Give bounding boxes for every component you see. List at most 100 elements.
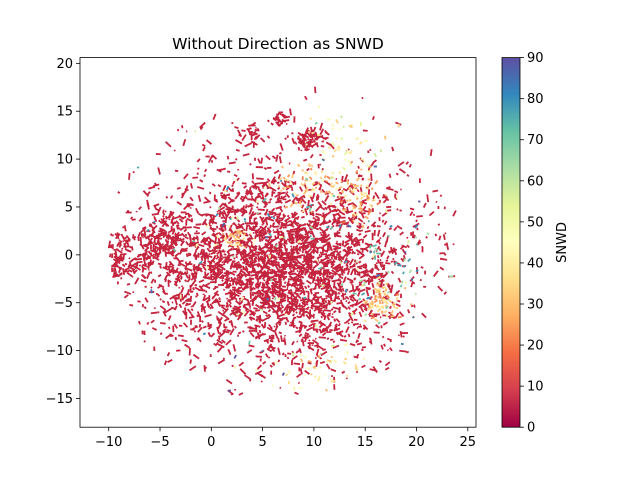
- data-point: [243, 246, 247, 249]
- data-point: [279, 143, 284, 151]
- data-point: [270, 176, 276, 183]
- data-point: [320, 190, 323, 194]
- data-point: [297, 381, 301, 385]
- data-point: [289, 252, 293, 256]
- data-point: [144, 297, 149, 303]
- data-point: [280, 189, 283, 192]
- data-point: [229, 289, 235, 296]
- data-point: [251, 242, 255, 246]
- data-point: [279, 386, 282, 389]
- data-point: [362, 129, 368, 132]
- data-point: [197, 194, 202, 203]
- data-point: [153, 215, 158, 223]
- data-point: [244, 142, 252, 148]
- data-point: [391, 249, 396, 254]
- data-point: [223, 325, 228, 329]
- data-point: [324, 300, 328, 304]
- data-point: [302, 257, 308, 264]
- data-point: [360, 348, 364, 352]
- data-point: [165, 195, 169, 199]
- data-point: [202, 298, 206, 301]
- data-point: [318, 187, 321, 190]
- data-point: [112, 274, 121, 279]
- data-point: [345, 222, 348, 226]
- data-point: [249, 246, 252, 254]
- data-point: [336, 217, 340, 222]
- data-point: [269, 245, 275, 251]
- data-point: [221, 261, 224, 264]
- data-point: [261, 200, 268, 206]
- data-point: [386, 349, 389, 352]
- data-point: [205, 298, 211, 303]
- data-point: [443, 206, 446, 210]
- data-point: [319, 227, 327, 234]
- data-point: [250, 273, 258, 277]
- data-point: [219, 331, 226, 338]
- data-point: [290, 359, 294, 366]
- data-point: [389, 347, 393, 352]
- data-point: [230, 189, 234, 192]
- data-point: [142, 266, 145, 270]
- data-point: [352, 243, 357, 248]
- data-point: [223, 318, 229, 322]
- data-point: [272, 254, 278, 259]
- data-point: [210, 275, 215, 278]
- data-point: [225, 339, 232, 346]
- data-point: [114, 255, 119, 263]
- data-point: [177, 292, 181, 300]
- data-point: [309, 116, 313, 120]
- data-point: [272, 362, 275, 366]
- data-point: [301, 209, 306, 213]
- data-point: [253, 184, 260, 189]
- data-point: [318, 328, 322, 333]
- data-point: [325, 326, 329, 334]
- data-point: [226, 258, 233, 261]
- data-point: [126, 239, 130, 248]
- data-point: [206, 303, 210, 307]
- data-point: [352, 186, 356, 191]
- data-point: [185, 219, 188, 226]
- data-point: [190, 277, 194, 281]
- data-point: [179, 227, 183, 232]
- data-point: [215, 213, 219, 217]
- data-point: [283, 205, 286, 208]
- data-point: [209, 270, 213, 274]
- data-point: [130, 257, 137, 262]
- data-point: [332, 344, 340, 349]
- data-point: [258, 292, 265, 297]
- y-tick-label: −10: [46, 344, 73, 359]
- data-point: [255, 166, 264, 169]
- data-point: [210, 160, 214, 163]
- data-point: [306, 334, 309, 339]
- data-point: [255, 293, 260, 299]
- data-point: [183, 203, 190, 211]
- data-point: [238, 243, 243, 248]
- data-point: [306, 326, 313, 332]
- data-point: [120, 277, 123, 280]
- data-point: [202, 146, 206, 152]
- data-point: [332, 213, 337, 221]
- data-point: [283, 244, 287, 252]
- data-point: [363, 279, 366, 282]
- data-point: [185, 130, 188, 133]
- data-point: [108, 253, 112, 258]
- data-point: [278, 248, 281, 256]
- data-point: [199, 262, 207, 267]
- data-point: [255, 307, 258, 310]
- data-point: [326, 285, 329, 289]
- data-point: [305, 306, 310, 311]
- data-point: [317, 163, 320, 169]
- data-point: [254, 368, 259, 372]
- data-point: [250, 252, 254, 258]
- data-point: [215, 315, 218, 318]
- data-point: [132, 170, 135, 174]
- data-point: [121, 263, 126, 268]
- data-point: [318, 254, 321, 257]
- data-point: [372, 289, 375, 295]
- data-point: [283, 236, 286, 240]
- x-tick-label: 0: [207, 435, 215, 450]
- data-point: [213, 232, 219, 238]
- data-point: [210, 249, 219, 255]
- data-point: [238, 262, 242, 267]
- data-point: [174, 252, 180, 258]
